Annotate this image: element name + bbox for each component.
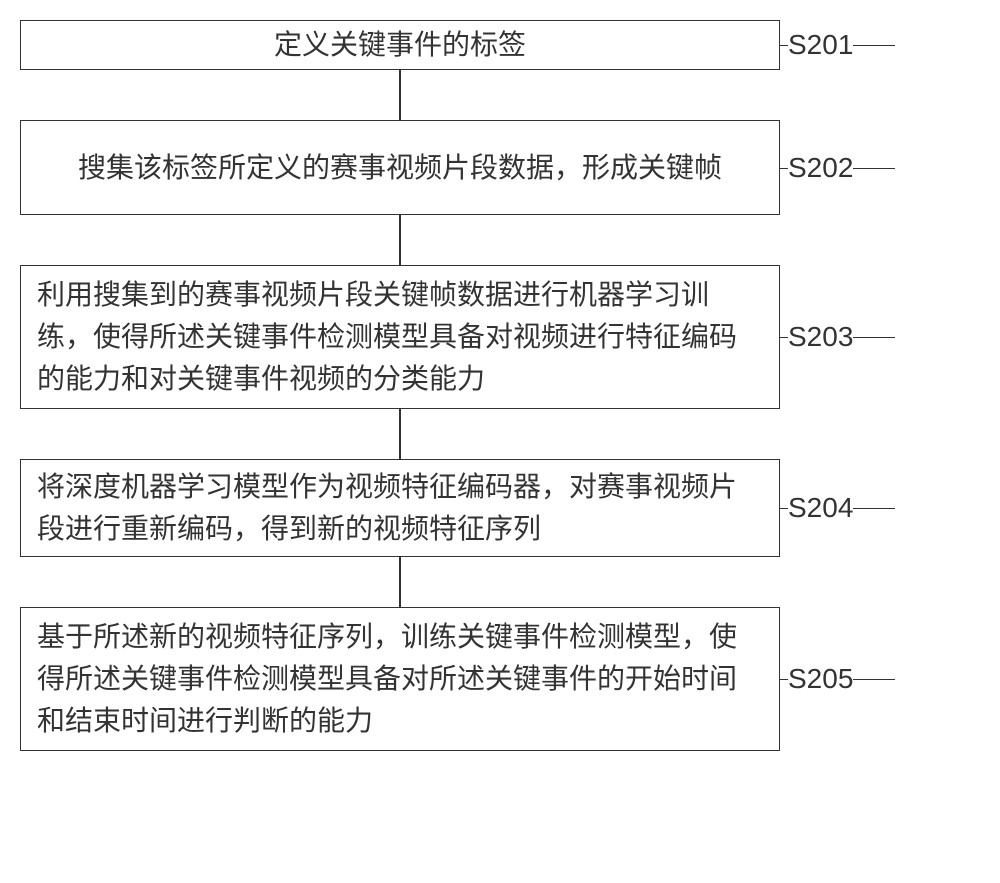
step-text-s205: 基于所述新的视频特征序列，训练关键事件检测模型，使得所述关键事件检测模型具备对所… [37, 616, 763, 742]
connector-s203-s204 [20, 409, 780, 459]
step-text-s201: 定义关键事件的标签 [274, 24, 526, 66]
step-box-s203: 利用搜集到的赛事视频片段关键帧数据进行机器学习训练，使得所述关键事件检测模型具备… [20, 265, 780, 409]
step-label-s204: S204 [788, 492, 853, 524]
step-box-s201: 定义关键事件的标签 [20, 20, 780, 70]
connector-s202-s203 [20, 215, 780, 265]
step-label-s205: S205 [788, 663, 853, 695]
connector-s204-s205 [20, 557, 780, 607]
step-box-s202: 搜集该标签所定义的赛事视频片段数据，形成关键帧 [20, 120, 780, 215]
step-text-s203: 利用搜集到的赛事视频片段关键帧数据进行机器学习训练，使得所述关键事件检测模型具备… [37, 274, 763, 400]
step-text-s204: 将深度机器学习模型作为视频特征编码器，对赛事视频片段进行重新编码，得到新的视频特… [37, 466, 763, 550]
step-row-s202: 搜集该标签所定义的赛事视频片段数据，形成关键帧 S202 [20, 120, 980, 215]
step-row-s204: 将深度机器学习模型作为视频特征编码器，对赛事视频片段进行重新编码，得到新的视频特… [20, 459, 980, 557]
step-label-s202: S202 [788, 152, 853, 184]
step-box-s204: 将深度机器学习模型作为视频特征编码器，对赛事视频片段进行重新编码，得到新的视频特… [20, 459, 780, 557]
step-label-s201: S201 [788, 29, 853, 61]
step-row-s203: 利用搜集到的赛事视频片段关键帧数据进行机器学习训练，使得所述关键事件检测模型具备… [20, 265, 980, 409]
connector-s201-s202 [20, 70, 780, 120]
step-row-s201: 定义关键事件的标签 S201 [20, 20, 980, 70]
step-box-s205: 基于所述新的视频特征序列，训练关键事件检测模型，使得所述关键事件检测模型具备对所… [20, 607, 780, 751]
step-label-s203: S203 [788, 321, 853, 353]
step-row-s205: 基于所述新的视频特征序列，训练关键事件检测模型，使得所述关键事件检测模型具备对所… [20, 607, 980, 751]
step-text-s202: 搜集该标签所定义的赛事视频片段数据，形成关键帧 [78, 147, 722, 189]
flowchart-container: 定义关键事件的标签 S201 搜集该标签所定义的赛事视频片段数据，形成关键帧 S… [20, 20, 980, 751]
